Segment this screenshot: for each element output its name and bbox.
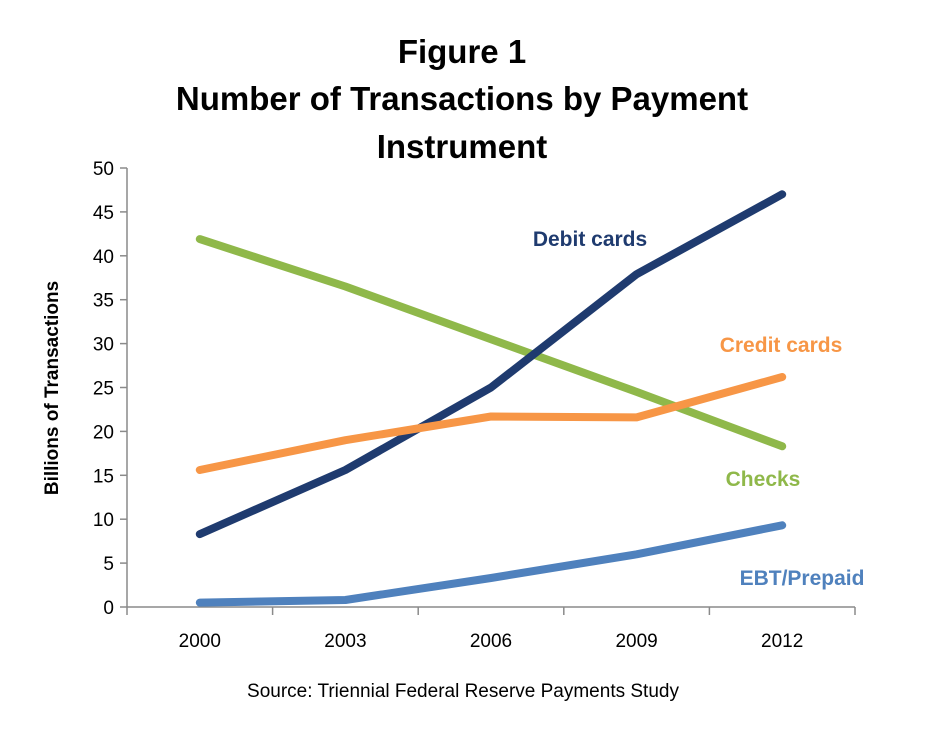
- y-tick-label: 5: [103, 554, 114, 575]
- series-label-debit-cards: Debit cards: [533, 228, 647, 251]
- y-tick-label: 20: [93, 422, 114, 443]
- y-tick-label: 30: [93, 335, 114, 356]
- y-tick-labels: 0 5 10 15 20 25 30 35 40 45 50: [93, 159, 114, 619]
- series-label-ebt-prepaid: EBT/Prepaid: [740, 567, 865, 590]
- series-line-credit-cards: [195, 373, 787, 474]
- x-tick-labels: 2000 2003 2006 2009 2012: [179, 631, 804, 652]
- y-axis-label: Billions of Transactions: [42, 281, 63, 495]
- axes: [120, 167, 856, 615]
- series-label-checks: Checks: [726, 468, 801, 491]
- y-tick-label: 10: [93, 510, 114, 531]
- x-tick-label: 2000: [179, 631, 221, 652]
- series-label-credit-cards: Credit cards: [720, 334, 843, 357]
- y-tick-label: 35: [93, 291, 114, 312]
- x-tick-label: 2003: [324, 631, 366, 652]
- series-line-checks: [195, 235, 787, 451]
- series-line-ebt-prepaid: [195, 521, 787, 607]
- chart-title-line-1: Figure 1: [398, 33, 526, 70]
- y-tick-label: 25: [93, 379, 114, 400]
- series-labels: Checks Debit cards Credit cards EBT/Prepaid: [533, 228, 865, 590]
- y-tick-label: 45: [93, 203, 114, 224]
- source-note: Source: Triennial Federal Reserve Paymen…: [247, 681, 679, 702]
- y-tick-label: 40: [93, 247, 114, 268]
- chart-title-line-2: Number of Transactions by Payment: [176, 80, 748, 117]
- series-line-debit-cards: [195, 190, 787, 539]
- y-tick-label: 0: [103, 598, 114, 619]
- x-tick-label: 2012: [761, 631, 803, 652]
- x-tick-label: 2009: [615, 631, 657, 652]
- chart-title-line-3: Instrument: [377, 128, 548, 165]
- y-tick-label: 15: [93, 466, 114, 487]
- series-lines: [195, 190, 787, 607]
- x-tick-label: 2006: [470, 631, 512, 652]
- y-tick-label: 50: [93, 159, 114, 180]
